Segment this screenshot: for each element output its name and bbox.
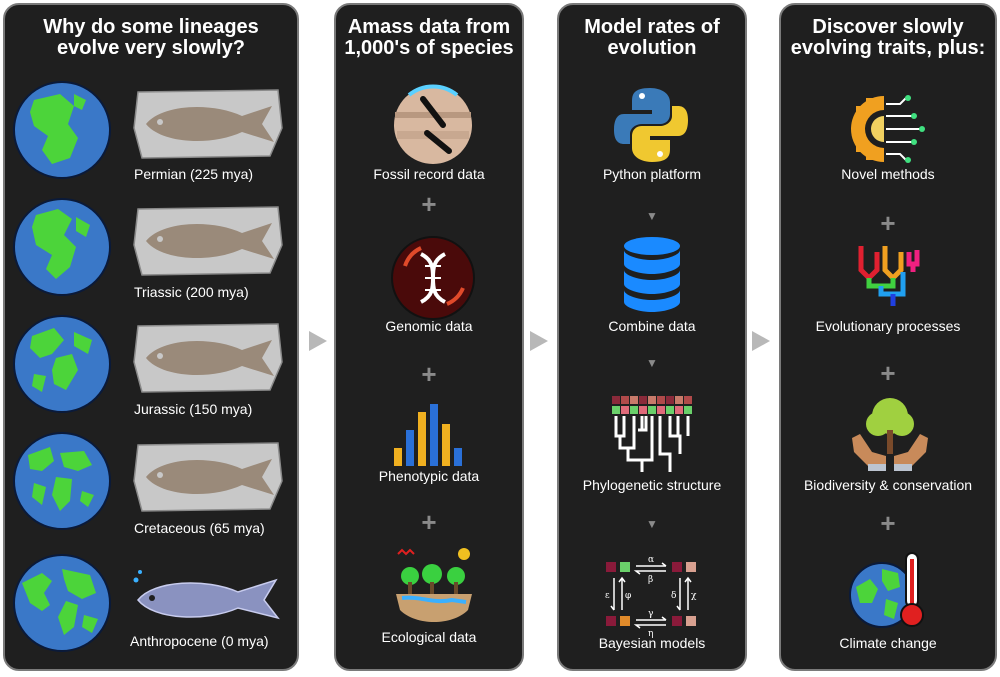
fossil-fish-cretaceous-icon [133,442,283,512]
bayesian-model-icon: α β ε φ δ χ γ η [605,555,697,639]
hands-tree-icon [852,398,928,471]
globe-jurassic-icon [13,315,111,413]
globe-anthropocene-icon [13,554,111,652]
bayes-symbol-phi: φ [625,591,631,601]
panel-amass-data: Amass data from 1,000's of species [334,3,524,671]
item-label-combine: Combine data [608,318,696,334]
bayes-symbol-eta: η [648,629,653,639]
item-label-phenotypic: Phenotypic data [378,468,480,484]
panel-title: Discover slowly evolving traits, plus: [790,16,986,59]
down-arrow-separator: ▼ [646,209,658,223]
item-label-genomic: Genomic data [385,318,473,334]
fossil-fish-triassic-icon [133,206,283,276]
colored-tree-icon [858,246,920,306]
panel-title: Why do some lineages evolve very slowly? [43,16,259,59]
globe-permian-icon [13,81,111,179]
bayes-symbol-delta: δ [671,591,676,601]
earth-thermometer-icon [849,552,924,628]
plus-separator: + [421,189,437,219]
item-label-climate: Climate change [839,635,937,651]
bayes-symbol-epsilon: ε [605,591,610,601]
item-label-novel-methods: Novel methods [841,166,935,182]
panel-discover: Discover slowly evolving traits, plus: [779,3,997,671]
down-arrow-separator: ▼ [646,517,658,531]
plus-separator: + [880,508,896,538]
flow-arrow-3 [752,331,770,351]
down-arrow-separator: ▼ [646,356,658,370]
era-label-permian: Permian (225 mya) [134,166,254,182]
bar-chart-icon [394,404,462,466]
dna-icon [391,236,475,320]
plus-separator: + [421,359,437,389]
fossil-fish-permian-icon [133,89,283,159]
item-label-fossil: Fossil record data [373,166,485,182]
ecosystem-icon [396,548,472,622]
globe-cretaceous-icon [13,432,111,530]
era-label-cretaceous: Cretaceous (65 mya) [134,520,265,536]
bayes-symbol-alpha: α [648,555,654,565]
item-label-python: Python platform [602,166,702,182]
plus-separator: + [421,507,437,537]
item-label-bayesian: Bayesian models [598,635,706,651]
item-label-biodiversity: Biodiversity & conservation [803,477,973,493]
panel-title: Amass data from 1,000's of species [344,16,514,59]
era-label-triassic: Triassic (200 mya) [134,284,249,300]
flow-arrow-1 [309,331,327,351]
era-label-jurassic: Jurassic (150 mya) [134,401,253,417]
bayes-symbol-beta: β [648,575,653,585]
fossil-fish-jurassic-icon [133,323,283,393]
gear-circuit-icon [851,95,925,163]
living-coelacanth-icon [133,570,280,620]
plus-separator: + [880,358,896,388]
item-label-evolutionary: Evolutionary processes [815,318,961,334]
fossil-icon [394,84,472,164]
bayes-symbol-gamma: γ [648,609,653,619]
python-icon [614,88,688,162]
plus-separator: + [880,208,896,238]
bayes-symbol-chi: χ [691,591,697,601]
database-icon [624,237,680,312]
panel-title: Model rates of evolution [584,16,720,59]
item-label-phylogenetic: Phylogenetic structure [582,477,722,493]
item-label-ecological: Ecological data [381,629,477,645]
flow-arrow-2 [530,331,548,351]
era-label-anthropocene: Anthropocene (0 mya) [130,633,269,649]
phylogeny-icon [612,396,692,472]
globe-triassic-icon [13,198,111,296]
